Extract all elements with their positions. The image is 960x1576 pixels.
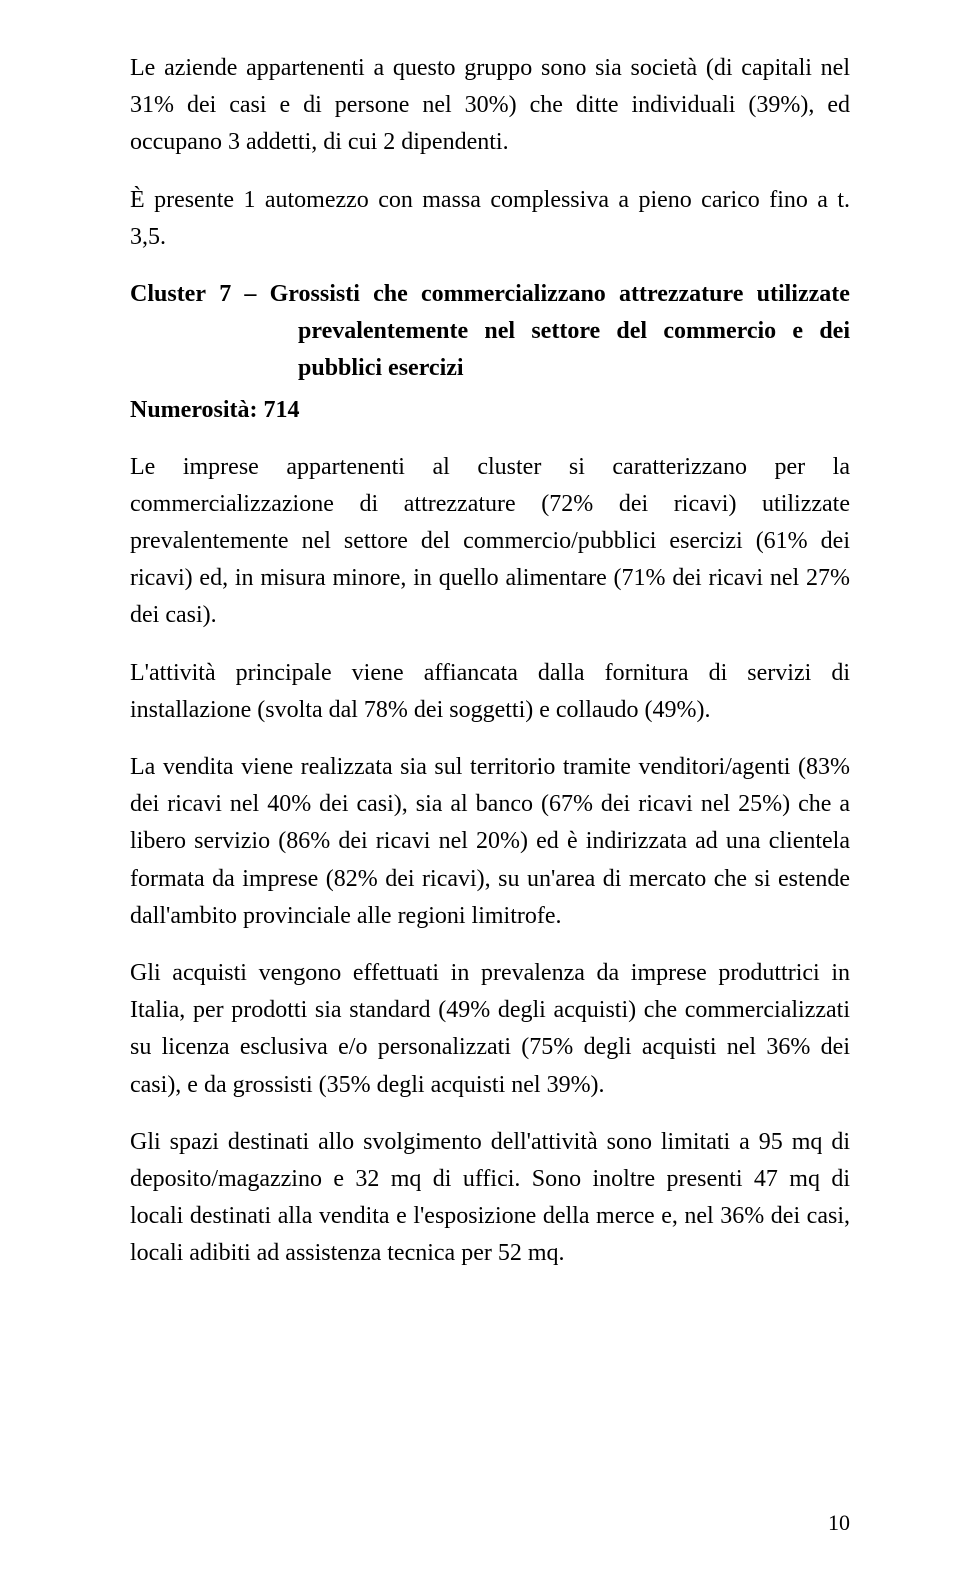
paragraph-5: La vendita viene realizzata sia sul terr…: [130, 749, 850, 935]
cluster-word-5: utilizzate: [757, 276, 850, 313]
cluster-word-4: attrezzature: [619, 276, 743, 313]
page-number: 10: [828, 1510, 850, 1536]
paragraph-3: Le imprese appartenenti al cluster si ca…: [130, 449, 850, 635]
cluster-word-3: commercializzano: [421, 276, 606, 313]
paragraph-2: È presente 1 automezzo con massa comples…: [130, 182, 850, 256]
paragraph-7: Gli spazi destinati allo svolgimento del…: [130, 1124, 850, 1273]
cluster-dash: –: [244, 276, 256, 313]
numerosita-label: Numerosità: 714: [130, 392, 850, 429]
cluster-heading: Cluster 7 – Grossisti che commercializza…: [130, 276, 850, 388]
paragraph-1: Le aziende appartenenti a questo gruppo …: [130, 50, 850, 162]
cluster-word-1: Grossisti: [270, 276, 360, 313]
paragraph-6: Gli acquisti vengono effettuati in preva…: [130, 955, 850, 1104]
document-page: Le aziende appartenenti a questo gruppo …: [0, 0, 960, 1576]
cluster-heading-rest: prevalentemente nel settore del commerci…: [130, 313, 850, 387]
cluster-label: Cluster: [130, 276, 206, 313]
paragraph-4: L'attività principale viene affiancata d…: [130, 655, 850, 729]
cluster-word-2: che: [373, 276, 408, 313]
cluster-number: 7: [219, 276, 231, 313]
cluster-heading-line1: Cluster 7 – Grossisti che commercializza…: [130, 276, 850, 313]
